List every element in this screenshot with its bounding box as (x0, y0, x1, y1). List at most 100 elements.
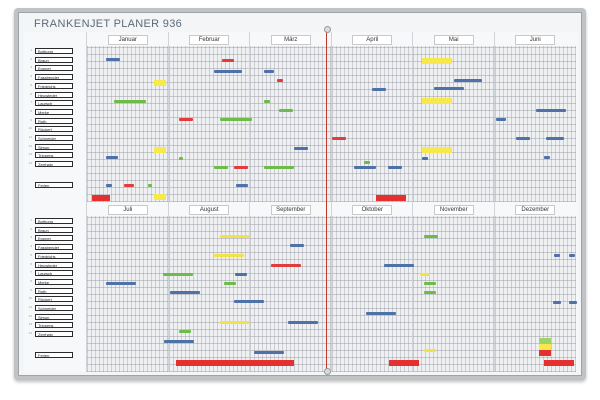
planning-magnet[interactable] (424, 282, 436, 285)
holiday-strip[interactable] (422, 147, 452, 153)
day-grid[interactable] (250, 216, 332, 372)
planning-magnet[interactable] (264, 100, 270, 103)
planning-magnet[interactable] (424, 291, 436, 294)
planning-magnet[interactable] (222, 59, 234, 62)
planning-magnet[interactable] (424, 349, 436, 352)
holiday-strip[interactable] (544, 360, 574, 366)
planning-magnet[interactable] (364, 161, 370, 164)
day-grid[interactable] (413, 46, 495, 202)
planning-magnet[interactable] (179, 157, 183, 160)
holiday-strip[interactable] (539, 338, 551, 344)
planning-magnet[interactable] (124, 184, 134, 187)
day-grid[interactable] (87, 216, 169, 372)
name-label[interactable]: Eppner (35, 235, 73, 242)
planning-magnet[interactable] (424, 235, 438, 238)
planning-magnet[interactable] (214, 254, 244, 257)
day-grid[interactable] (168, 216, 250, 372)
planning-magnet[interactable] (264, 166, 294, 169)
planning-magnet[interactable] (290, 244, 304, 247)
planning-magnet[interactable] (422, 157, 428, 160)
planning-magnet[interactable] (366, 312, 396, 315)
planning-magnet[interactable] (372, 88, 386, 91)
holiday-strip[interactable] (389, 360, 419, 366)
name-label[interactable]: Bothung (35, 48, 73, 54)
planning-magnet[interactable] (388, 166, 402, 169)
planning-magnet[interactable] (354, 166, 376, 169)
name-label[interactable]: Zerrhain (35, 161, 73, 168)
name-label[interactable]: Simon (35, 313, 73, 320)
name-label[interactable]: Schneider (35, 305, 73, 311)
planning-magnet[interactable] (148, 184, 152, 187)
planning-magnet[interactable] (106, 184, 112, 187)
planning-magnet[interactable] (220, 118, 252, 121)
planning-magnet[interactable] (164, 340, 194, 343)
name-label[interactable]: Heuwieder (35, 91, 73, 98)
name-label[interactable]: Eppner (35, 65, 73, 72)
name-label[interactable]: Schneider (35, 135, 73, 141)
planning-magnet[interactable] (279, 109, 293, 112)
planning-magnet[interactable] (106, 156, 118, 159)
planning-magnet[interactable] (214, 166, 228, 169)
planning-magnet[interactable] (569, 254, 575, 257)
planning-magnet[interactable] (163, 273, 193, 276)
planning-magnet[interactable] (224, 282, 236, 285)
planning-magnet[interactable] (170, 291, 200, 294)
holiday-strip[interactable] (176, 360, 294, 366)
name-label[interactable]: Friedrichs (35, 82, 73, 89)
name-label[interactable]: Trippens (35, 152, 73, 159)
holiday-strip[interactable] (422, 98, 452, 104)
planning-magnet[interactable] (114, 100, 146, 103)
holiday-strip[interactable] (154, 194, 166, 200)
planning-magnet[interactable] (214, 70, 242, 73)
planning-magnet[interactable] (553, 301, 561, 304)
planning-magnet[interactable] (234, 166, 248, 169)
planning-magnet[interactable] (434, 87, 464, 90)
planning-magnet[interactable] (254, 351, 284, 354)
planning-magnet[interactable] (271, 264, 301, 267)
name-label[interactable]: Braun (35, 226, 73, 233)
name-label[interactable]: Rückert (35, 126, 73, 133)
holiday-strip[interactable] (539, 350, 551, 356)
name-label[interactable]: Bothung (35, 218, 73, 224)
day-grid[interactable] (250, 46, 332, 202)
planning-magnet[interactable] (420, 273, 430, 276)
planning-magnet[interactable] (332, 137, 346, 140)
name-label[interactable]: Merke (35, 108, 73, 115)
name-label[interactable]: Heuwieder (35, 261, 73, 268)
planning-magnet[interactable] (544, 156, 550, 159)
planning-magnet[interactable] (569, 301, 577, 304)
planning-magnet[interactable] (288, 321, 318, 324)
planning-magnet[interactable] (220, 235, 250, 238)
planning-magnet[interactable] (454, 79, 482, 82)
planning-magnet[interactable] (277, 79, 283, 82)
day-grid[interactable] (331, 46, 413, 202)
day-grid[interactable] (413, 216, 495, 372)
name-label[interactable]: Rückert (35, 296, 73, 303)
planning-magnet[interactable] (384, 264, 414, 267)
holiday-strip[interactable] (92, 195, 110, 201)
planning-magnet[interactable] (546, 137, 564, 140)
name-label[interactable]: Roth (35, 117, 73, 124)
holiday-strip[interactable] (376, 195, 406, 201)
name-label[interactable]: Laursch (35, 270, 73, 277)
holiday-strip[interactable] (154, 80, 166, 86)
planning-magnet[interactable] (220, 321, 250, 324)
name-label[interactable]: Laursch (35, 100, 73, 107)
planning-magnet[interactable] (234, 300, 264, 303)
planning-magnet[interactable] (496, 118, 506, 121)
name-label[interactable]: Roth (35, 287, 73, 294)
planning-magnet[interactable] (179, 118, 193, 121)
planning-magnet[interactable] (516, 137, 530, 140)
day-grid[interactable] (87, 46, 169, 202)
name-label[interactable]: Trippens (35, 322, 73, 329)
day-grid[interactable] (331, 216, 413, 372)
planning-magnet[interactable] (264, 70, 274, 73)
day-grid[interactable] (494, 46, 576, 202)
name-label[interactable]: Fassbender (35, 74, 73, 81)
name-label[interactable]: Fassbender (35, 244, 73, 251)
name-label[interactable]: Simon (35, 143, 73, 150)
planning-magnet[interactable] (106, 282, 136, 285)
planning-magnet[interactable] (236, 184, 248, 187)
holiday-strip[interactable] (539, 344, 551, 350)
planning-magnet[interactable] (554, 254, 560, 257)
